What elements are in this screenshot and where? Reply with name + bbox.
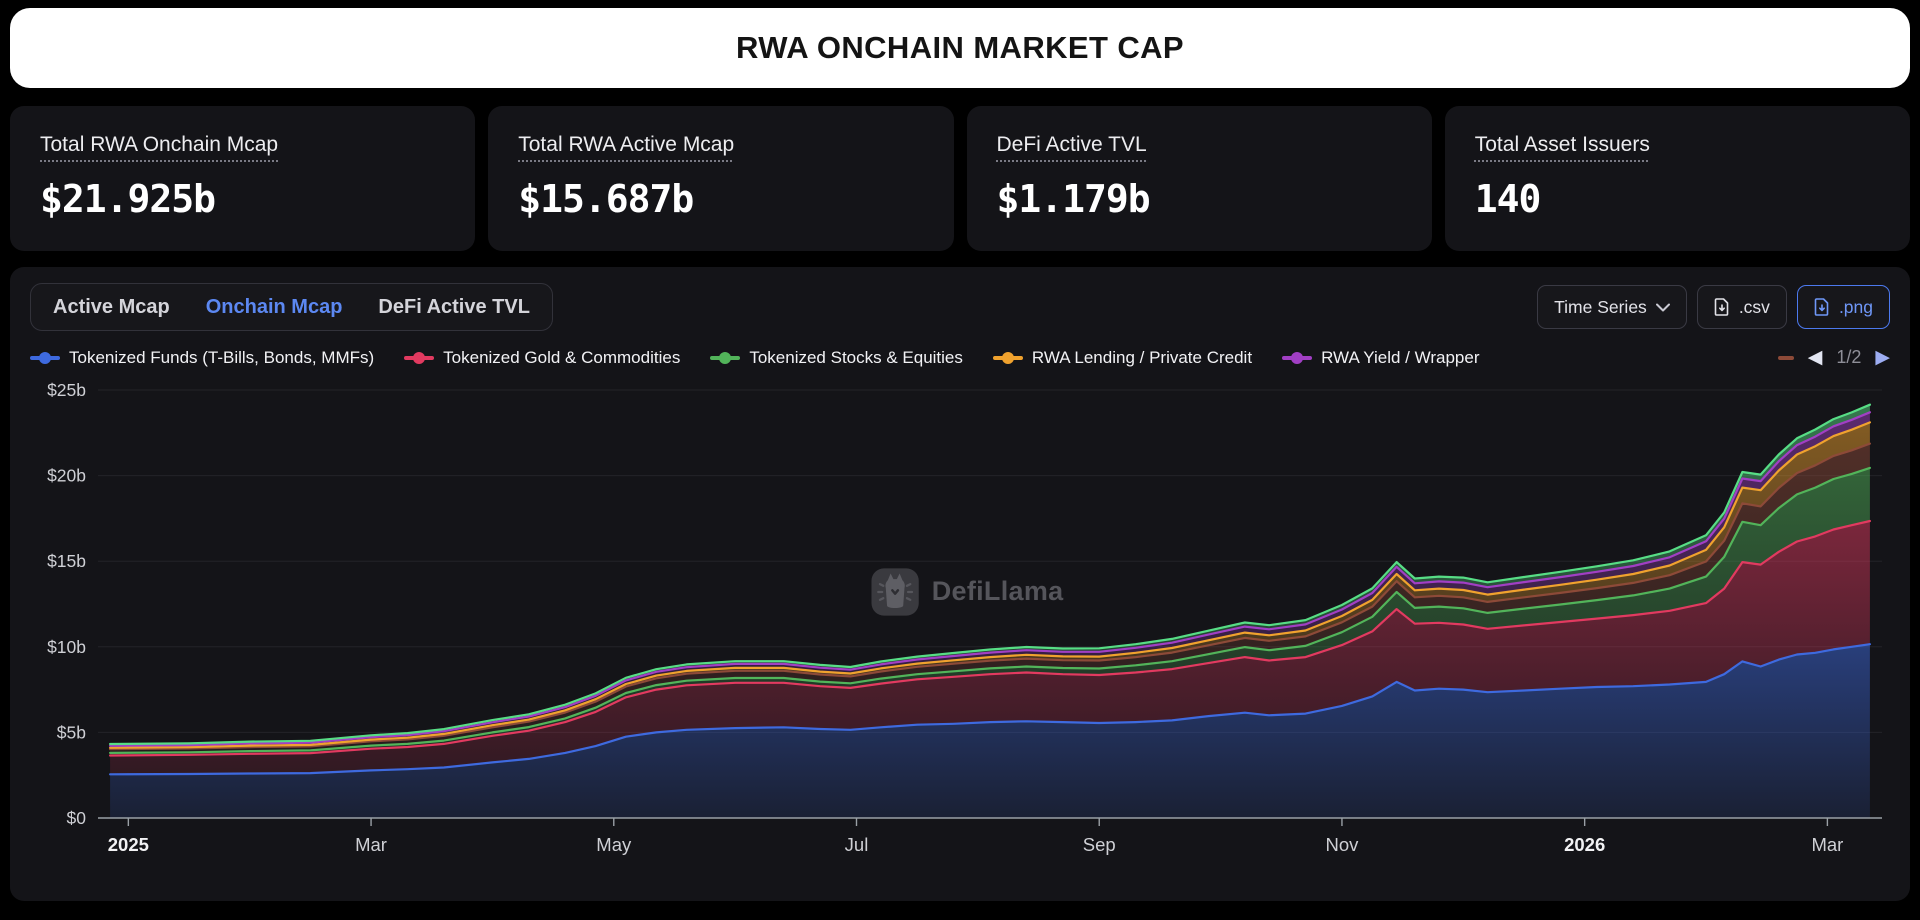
csv-label: .csv [1738,296,1770,317]
legend-label: Tokenized Gold & Commodities [443,347,681,367]
stat-value: $21.925b [40,177,216,221]
svg-text:$20b: $20b [47,466,86,486]
legend-marker-icon [1282,351,1313,364]
download-csv-button[interactable]: .csv [1696,285,1787,329]
tab-defi-active-tvl[interactable]: DeFi Active TVL [378,296,530,318]
legend-marker-icon [710,351,741,364]
chart-tabs: Active Mcap Onchain Mcap DeFi Active TVL [30,283,553,331]
stat-label[interactable]: Total RWA Active Mcap [518,133,735,156]
stat-value: 140 [1474,177,1542,221]
legend-item-tokenized-funds[interactable]: Tokenized Funds (T-Bills, Bonds, MMFs) [30,348,374,368]
legend-item-tokenized-gold[interactable]: Tokenized Gold & Commodities [404,348,680,368]
legend-page-indicator: 1/2 [1836,347,1862,367]
legend-item-rwa-yield[interactable]: RWA Yield / Wrapper [1282,348,1479,368]
svg-text:Jul: Jul [845,834,869,855]
download-png-button[interactable]: .png [1796,285,1890,329]
legend-label: RWA Lending / Private Credit [1031,347,1253,367]
chart-controls: Active Mcap Onchain Mcap DeFi Active TVL… [30,283,1890,331]
stat-label[interactable]: Total RWA Onchain Mcap [40,133,279,156]
legend-marker-icon [1777,352,1794,364]
chevron-down-icon [1655,303,1670,311]
legend-item-rwa-lending[interactable]: RWA Lending / Private Credit [992,347,1253,368]
legend-label: Tokenized Stocks & Equities [749,347,963,367]
chart-panel: Active Mcap Onchain Mcap DeFi Active TVL… [10,267,1910,901]
svg-text:Sep: Sep [1083,834,1116,855]
legend-item-tokenized-stocks[interactable]: Tokenized Stocks & Equities [710,348,963,368]
legend-item-truncated[interactable] [1777,352,1794,364]
svg-text:2026: 2026 [1564,834,1605,855]
file-download-icon [1814,298,1829,316]
chart-svg: $0 $5b $10b $15b $20b $25b 2025 Mar May Jul Sep Nov… [47,380,1882,855]
legend-marker-icon [30,351,60,364]
svg-text:$10b: $10b [47,637,86,657]
chart-area[interactable]: $0 $5b $10b $15b $20b $25b 2025 Mar May Jul Sep Nov… [30,374,1890,893]
svg-text:Nov: Nov [1325,834,1359,855]
legend-marker-icon [404,351,435,364]
legend-prev-arrow-icon[interactable]: ◀ [1807,347,1823,368]
time-series-label: Time Series [1554,296,1647,317]
legend-label: Tokenized Funds (T-Bills, Bonds, MMFs) [69,347,375,367]
time-series-dropdown[interactable]: Time Series [1537,285,1687,329]
legend-next-arrow-icon[interactable]: ▶ [1875,347,1890,368]
svg-text:2025: 2025 [108,834,149,855]
stat-card-asset-issuers: Total Asset Issuers 140 [1444,106,1910,251]
chart-legend: Tokenized Funds (T-Bills, Bonds, MMFs) T… [30,347,1890,368]
svg-text:$15b: $15b [47,551,86,571]
stat-label[interactable]: DeFi Active TVL [996,133,1147,156]
stat-card-defi-tvl: DeFi Active TVL $1.179b [966,106,1432,251]
tab-active-mcap[interactable]: Active Mcap [53,296,170,318]
legend-label: RWA Yield / Wrapper [1321,347,1480,367]
file-download-icon [1714,298,1729,316]
png-label: .png [1838,296,1873,317]
svg-text:Mar: Mar [1811,834,1843,855]
svg-text:May: May [596,834,632,855]
stats-row: Total RWA Onchain Mcap $21.925b Total RW… [10,106,1910,251]
stat-card-onchain-mcap: Total RWA Onchain Mcap $21.925b [10,106,476,251]
stat-value: $15.687b [518,177,694,221]
svg-text:$25b: $25b [47,380,86,400]
legend-pagination: ◀ 1/2 ▶ [1777,347,1890,368]
stat-value: $1.179b [996,177,1151,221]
svg-text:$0: $0 [67,808,87,828]
tab-onchain-mcap[interactable]: Onchain Mcap [205,296,343,318]
legend-marker-icon [992,351,1023,364]
stat-card-active-mcap: Total RWA Active Mcap $15.687b [488,106,954,251]
svg-text:Mar: Mar [355,834,387,855]
page-title: RWA ONCHAIN MARKET CAP [736,30,1184,65]
stat-label[interactable]: Total Asset Issuers [1474,133,1650,156]
page-header: RWA ONCHAIN MARKET CAP [10,8,1910,88]
svg-text:$5b: $5b [57,722,86,742]
export-controls: Time Series .csv .png [1537,285,1890,329]
